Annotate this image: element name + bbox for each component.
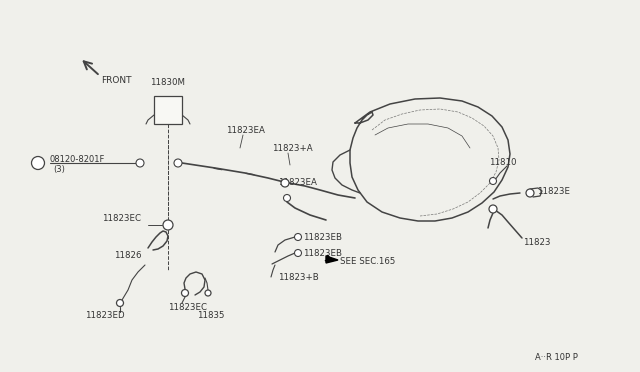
Text: 11823E: 11823E <box>537 186 570 196</box>
Text: 11823EA: 11823EA <box>226 125 265 135</box>
Text: 11823ED: 11823ED <box>85 311 125 320</box>
Circle shape <box>174 159 182 167</box>
Text: 11826: 11826 <box>114 250 141 260</box>
Text: 11823: 11823 <box>523 237 550 247</box>
Text: 11823EC: 11823EC <box>168 302 207 311</box>
Circle shape <box>136 159 144 167</box>
Polygon shape <box>326 256 338 263</box>
Circle shape <box>284 195 291 202</box>
FancyBboxPatch shape <box>154 96 182 124</box>
Circle shape <box>281 179 289 187</box>
Circle shape <box>182 289 189 296</box>
Text: 11823EC: 11823EC <box>102 214 141 222</box>
Circle shape <box>490 177 497 185</box>
Text: B: B <box>35 158 41 167</box>
Circle shape <box>116 299 124 307</box>
Text: 11830M: 11830M <box>150 77 186 87</box>
Text: 11823EB: 11823EB <box>303 248 342 257</box>
Circle shape <box>489 205 497 213</box>
Circle shape <box>294 250 301 257</box>
Circle shape <box>205 290 211 296</box>
Text: (3): (3) <box>53 164 65 173</box>
Circle shape <box>294 234 301 241</box>
Text: SEE SEC.165: SEE SEC.165 <box>340 257 396 266</box>
Text: A··R 10P P: A··R 10P P <box>535 353 578 362</box>
Circle shape <box>31 157 45 170</box>
Circle shape <box>163 220 173 230</box>
Text: 11810: 11810 <box>489 157 516 167</box>
Text: 11823+A: 11823+A <box>272 144 312 153</box>
Circle shape <box>526 189 534 197</box>
Text: 11823EB: 11823EB <box>303 232 342 241</box>
Text: 11835: 11835 <box>197 311 225 320</box>
Text: FRONT: FRONT <box>101 76 131 85</box>
Text: 11823+B: 11823+B <box>278 273 319 282</box>
Text: 11823EA: 11823EA <box>278 177 317 186</box>
Text: 08120-8201F: 08120-8201F <box>49 154 104 164</box>
